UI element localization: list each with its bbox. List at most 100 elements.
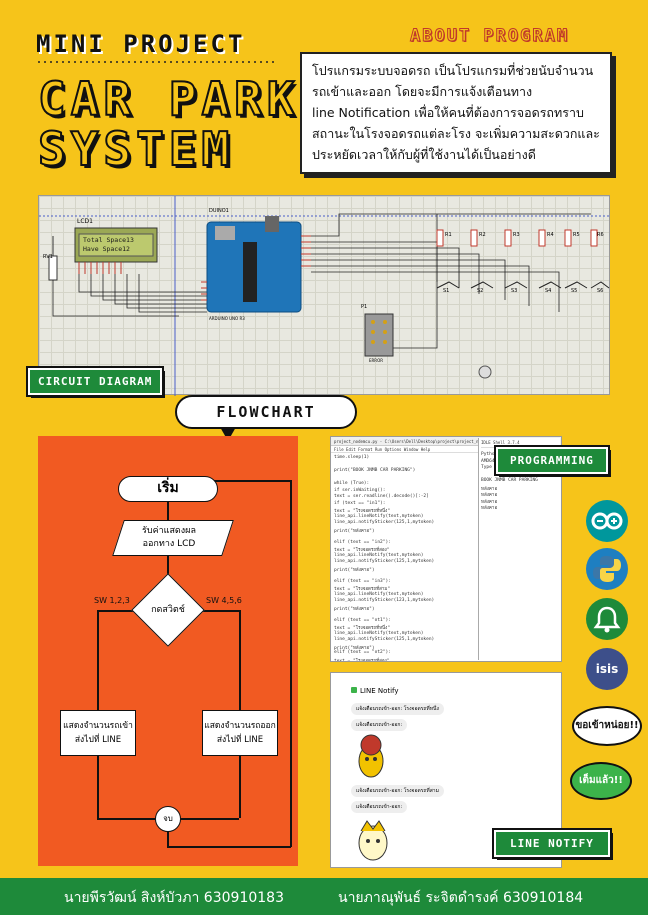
code-line: line_api.lineNotify(text,mytoken) <box>334 552 424 558</box>
flow-arrow <box>239 756 241 818</box>
code-line: text = "โรงจอดรถที่สอง" <box>334 548 390 553</box>
board-label: DUINO1 <box>209 208 229 214</box>
code-line: print("หลังคาอ") <box>334 606 375 612</box>
code-line: elif (text == "ot1"): <box>334 617 391 623</box>
line-logo-icon <box>351 687 357 693</box>
shell-line: หลังคาอ <box>481 506 498 511</box>
line-notify-header: LINE Notify <box>351 687 399 695</box>
flow-arrow <box>167 846 291 848</box>
flow-end: จบ <box>155 806 181 832</box>
resistor-label: R6 <box>597 232 604 238</box>
line-message: แจ้งเตือนรถเข้า-ออก: โรงจอดรถที่หนึ่ง <box>351 703 444 715</box>
switch-label: S6 <box>597 288 604 294</box>
flow-arrow <box>167 502 169 520</box>
flow-decision-text: กดสวิตช์ <box>151 605 185 615</box>
about-line: line Notification เพื่อให้คนที่ต้องการจอ… <box>312 105 584 120</box>
code-line: elif (text == "in3"): <box>334 578 391 584</box>
flow-right-label: SW 4,5,6 <box>206 596 242 605</box>
resistor-label: R5 <box>573 232 580 238</box>
flow-arrow <box>167 556 169 584</box>
lcd-line: Total Space13 <box>83 236 134 244</box>
code-line: line_api.lineNotify(text,mytoken) <box>334 630 424 636</box>
flow-process-out: แสดงจำนวนรถออก ส่งไปที่ LINE <box>202 710 278 756</box>
code-line: line_api.notifySticker(125,1,mytoken) <box>334 559 435 564</box>
flow-io-line: ออกทาง LCD <box>142 539 196 549</box>
flow-arrow <box>167 832 169 846</box>
switch-label: S4 <box>545 288 552 294</box>
sticker-icon <box>353 817 393 863</box>
title-line-2: SYSTEM <box>37 121 235 177</box>
python-icon <box>586 548 628 590</box>
code-line: print("หลังคาอ") <box>334 567 375 573</box>
switch-label: S5 <box>571 288 578 294</box>
arduino-icon <box>586 500 628 542</box>
resistor-label: R3 <box>513 232 520 238</box>
flow-process-line: แสดงจำนวนรถเข้า <box>63 721 133 731</box>
shell-line: หลังคาอ <box>481 486 498 492</box>
code-line: text = ser.readline().decode()[:-2] <box>334 494 429 499</box>
title-line-1: CAR PARK <box>37 71 300 127</box>
rv-label: RV1 <box>43 254 53 260</box>
request-bubble: ขอเข้าหน่อย!! <box>572 706 642 746</box>
sticker-icon <box>353 733 389 779</box>
author-2: นายภาณุพันธ์ ระจิตดำรงค์ 630910184 <box>338 890 584 906</box>
about-line: โปรแกรมระบบจอดรถ เป็นโปรแกรมที่ช่วยนับจำ… <box>312 63 594 78</box>
mini-project-title: MINI PROJECT <box>36 30 246 58</box>
code-line: text = "โรงจอดรถที่หนึ่ง" <box>334 626 391 631</box>
about-program-title: ABOUT PROGRAM <box>409 26 570 47</box>
footer: นายพีรวัฒน์ สิงห์บัวภา 630910183 นายภาณุ… <box>0 878 648 915</box>
code-line: if (text == "in1"): <box>334 500 386 506</box>
code-line: while (True): <box>334 481 370 486</box>
flow-process-in: แสดงจำนวนรถเข้า ส่งไปที่ LINE <box>60 710 136 756</box>
flow-arrow <box>97 756 99 818</box>
author-1: นายพีรวัฒน์ สิงห์บัวภา 630910183 <box>64 890 284 906</box>
line-message: แจ้งเตือนรถเข้า-ออก: <box>351 801 408 813</box>
lcd-display: Total Space13 Have Space12 <box>83 236 134 254</box>
code-line: print("BOOK JNMB CAR PARKING") <box>334 468 416 473</box>
line-notify-label: LINE NOTIFY <box>492 828 612 859</box>
flow-process-line: ส่งไปที่ LINE <box>74 735 122 745</box>
dotted-divider <box>36 60 276 64</box>
flow-process-line: ส่งไปที่ LINE <box>216 735 264 745</box>
shell-line: หลังคาอ <box>481 493 498 498</box>
flow-arrow <box>239 610 241 710</box>
resistor-label: R1 <box>445 232 452 238</box>
about-line: ประหยัดเวลาให้กับผู้ที่ใช้งานได้เป็นอย่า… <box>312 147 536 162</box>
bell-icon <box>586 598 628 640</box>
shell-line: BOOK JNMB CAR PARKING <box>481 478 538 483</box>
switch-label: S2 <box>477 288 484 294</box>
code-line: line_api.lineNotify(text,mytoken) <box>334 591 424 597</box>
flow-arrow <box>97 610 99 710</box>
about-line: รถเข้าและออก โดยจะมีการแจ้งเตือนทาง <box>312 84 533 99</box>
lcd-label: LCD1 <box>77 218 93 225</box>
switch-label: S1 <box>443 288 450 294</box>
code-line: line_api.notifySticker(123,1,mytoken) <box>334 598 435 603</box>
code-line: line_api.lineNotify(text,mytoken) <box>334 513 424 519</box>
flow-io-line: รับค่าแสดงผล <box>142 526 196 536</box>
code-line: print("หลังคาอ") <box>334 528 375 534</box>
full-bubble: เต็มแล้ว!! <box>570 762 632 800</box>
flowchart-title: FLOWCHART <box>175 395 357 429</box>
code-line: time.sleep(1) <box>334 455 370 460</box>
about-box: โปรแกรมระบบจอดรถ เป็นโปรแกรมที่ช่วยนับจำ… <box>300 52 612 174</box>
flow-arrow <box>199 610 239 612</box>
resistor-label: R4 <box>547 232 554 238</box>
switch-label: S3 <box>511 288 518 294</box>
circuit-schematic <box>39 196 611 396</box>
code-line: elif (text == "in2"): <box>334 539 391 545</box>
flow-io-text: รับค่าแสดงผล ออกทาง LCD <box>114 520 224 556</box>
code-line: if ser.inWaiting(): <box>334 487 386 493</box>
code-line: text = "โรงจอดรถที่สอง" <box>334 658 390 662</box>
isis-icon: isis <box>586 648 628 690</box>
flow-arrow <box>290 480 292 847</box>
p1-label: P1 <box>361 304 368 310</box>
code-line: text = "โรงจอดรถที่หนึ่ง" <box>334 509 391 514</box>
code-line: print("หลังคาอ") <box>334 645 375 651</box>
code-lines: time.sleep(1) print("BOOK JNMB CAR PARKIN… <box>331 453 561 662</box>
about-line: สถานะในโรงจอดรถแต่ละโรง จะเพิ่มความสะดวก… <box>312 126 600 141</box>
flowchart-panel: เริ่ม รับค่าแสดงผล ออกทาง LCD กดสวิตช์ S… <box>38 436 298 866</box>
code-line: elif (text == "ot2"): <box>334 650 391 655</box>
code-line: text = "โรงจอดรถที่สาม" <box>334 587 391 592</box>
line-notify-header-text: LINE Notify <box>360 687 399 695</box>
